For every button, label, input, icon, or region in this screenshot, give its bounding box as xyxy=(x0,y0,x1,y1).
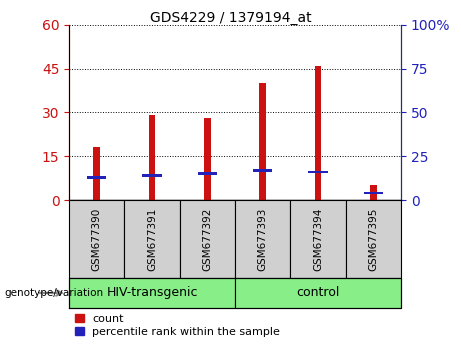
Text: GDS4229 / 1379194_at: GDS4229 / 1379194_at xyxy=(150,11,311,25)
Bar xyxy=(94,147,100,200)
Text: GSM677395: GSM677395 xyxy=(368,207,378,271)
Bar xyxy=(142,174,162,177)
Text: GSM677394: GSM677394 xyxy=(313,207,323,271)
Text: genotype/variation: genotype/variation xyxy=(5,288,104,298)
Bar xyxy=(124,200,180,278)
Text: GSM677393: GSM677393 xyxy=(258,207,268,271)
Bar xyxy=(260,83,266,200)
Legend: count, percentile rank within the sample: count, percentile rank within the sample xyxy=(75,314,280,337)
Bar xyxy=(253,169,272,172)
Bar xyxy=(346,200,401,278)
Bar xyxy=(364,192,383,194)
Bar xyxy=(308,171,328,173)
Text: GSM677390: GSM677390 xyxy=(92,207,102,270)
Bar xyxy=(87,176,106,179)
Bar xyxy=(235,200,290,278)
Text: HIV-transgenic: HIV-transgenic xyxy=(106,286,198,299)
Bar xyxy=(180,200,235,278)
Bar xyxy=(235,278,401,308)
Text: GSM677391: GSM677391 xyxy=(147,207,157,271)
Text: control: control xyxy=(296,286,340,299)
Bar xyxy=(198,172,217,175)
Bar xyxy=(370,185,377,200)
Text: GSM677392: GSM677392 xyxy=(202,207,213,271)
Bar xyxy=(69,278,235,308)
Bar xyxy=(315,66,321,200)
Bar xyxy=(204,118,211,200)
Bar xyxy=(290,200,346,278)
Bar xyxy=(69,200,124,278)
Bar xyxy=(149,115,155,200)
